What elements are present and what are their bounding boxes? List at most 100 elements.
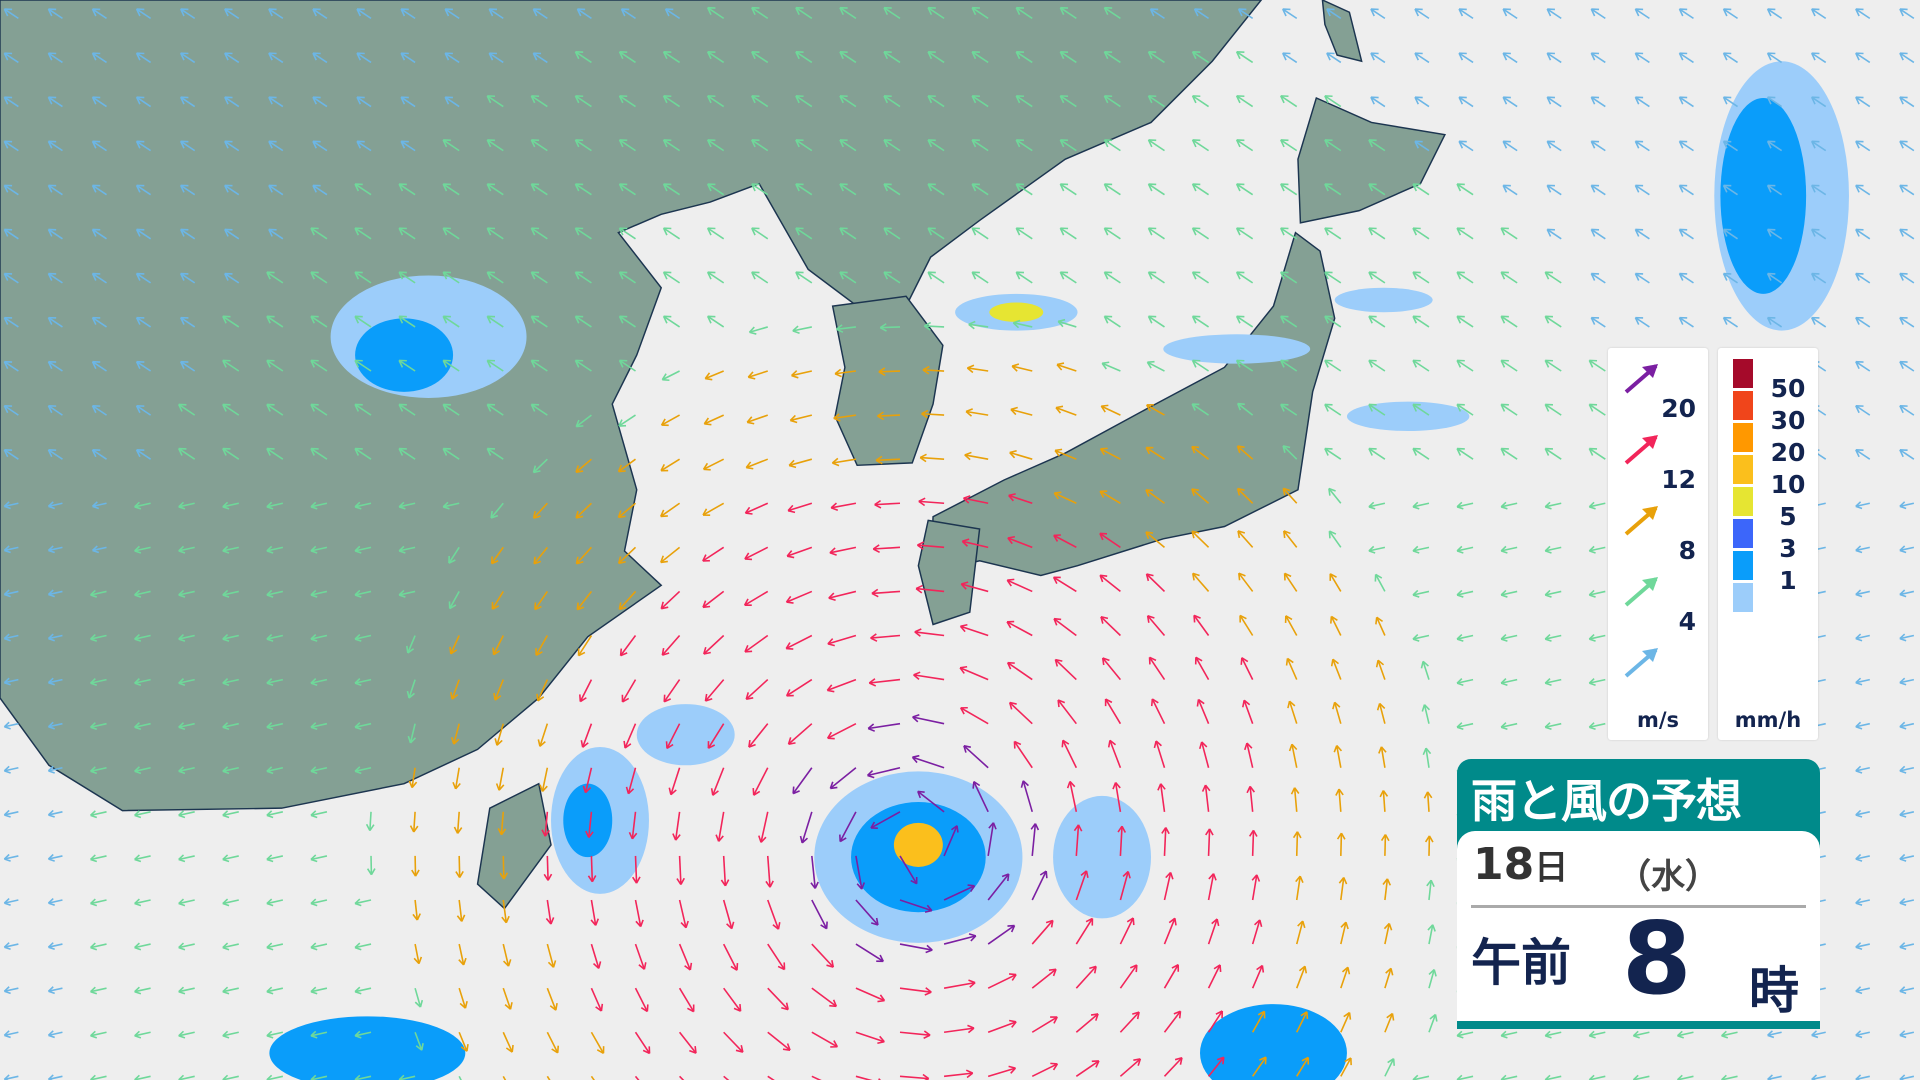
- wind-arrow-icon: [1624, 364, 1658, 394]
- wind-arrow-head: [927, 183, 936, 192]
- wind-arrow: [971, 271, 989, 284]
- wind-arrow-head: [1766, 316, 1776, 325]
- wind-arrow-head: [1057, 318, 1066, 328]
- wind-arrow-head: [787, 737, 796, 745]
- wind-arrow: [855, 855, 863, 890]
- wind-arrow-head: [3, 360, 13, 370]
- wind-arrow: [678, 1031, 697, 1054]
- wind-arrow-head: [400, 52, 409, 61]
- wind-arrow-head: [1328, 530, 1337, 539]
- wind-arrow: [670, 767, 681, 795]
- wind-arrow: [4, 766, 19, 772]
- forecast-date: 18日: [1473, 839, 1568, 890]
- wind-arrow-head: [1010, 406, 1018, 416]
- wind-arrow: [354, 634, 372, 640]
- wind-arrow-head: [1148, 656, 1157, 665]
- wind-arrow-head: [1456, 227, 1465, 236]
- wind-arrow: [48, 590, 63, 596]
- wind-arrow-head: [3, 501, 11, 510]
- wind-arrow-head: [574, 227, 584, 236]
- wind-arrow: [3, 316, 19, 328]
- rain-area: [1334, 287, 1433, 313]
- wind-arrow: [178, 943, 195, 949]
- wind-arrow: [1148, 656, 1166, 681]
- wind-arrow-head: [459, 1001, 468, 1009]
- wind-arrow: [767, 987, 789, 1011]
- wind-arrow-head: [1292, 831, 1302, 839]
- wind-arrow-head: [310, 810, 318, 819]
- wind-arrow-head: [913, 671, 921, 681]
- wind-arrow: [618, 546, 637, 564]
- wind-arrow: [266, 1031, 284, 1037]
- wind-arrow: [1283, 530, 1298, 548]
- wind-arrow: [546, 1031, 559, 1054]
- wind-arrow: [1075, 918, 1094, 945]
- wind-arrow: [912, 756, 945, 769]
- wind-arrow-head: [1899, 765, 1907, 774]
- wind-arrow: [400, 52, 416, 64]
- wind-arrow-head: [1099, 532, 1108, 541]
- wind-arrow-head: [1147, 271, 1157, 280]
- wind-arrow-head: [1244, 742, 1253, 751]
- wind-arrow-head: [924, 904, 933, 913]
- wind-arrow: [1634, 228, 1650, 240]
- wind-arrow-head: [486, 183, 496, 192]
- wind-arrow-head: [398, 1074, 405, 1080]
- wind-arrow-head: [1054, 658, 1063, 667]
- wind-arrow: [1811, 184, 1827, 196]
- wind-arrow-head: [1324, 227, 1333, 236]
- wind-arrow: [1241, 657, 1254, 680]
- wind-arrow: [1723, 8, 1738, 20]
- wind-arrow-head: [47, 545, 55, 554]
- wind-arrow-head: [1500, 227, 1509, 236]
- wind-arrow-head: [310, 854, 318, 863]
- wind-arrow: [356, 96, 372, 108]
- wind-arrow: [1324, 447, 1342, 460]
- wind-arrow: [533, 546, 548, 565]
- wind-arrow-head: [1386, 1012, 1395, 1021]
- wind-arrow: [883, 271, 901, 284]
- wind-arrow: [1899, 590, 1915, 596]
- wind-arrow: [663, 271, 681, 284]
- wind-arrow-head: [1100, 404, 1109, 413]
- wind-arrow-head: [839, 183, 848, 192]
- wind-arrow-head: [1282, 487, 1291, 496]
- wind-arrow: [222, 811, 239, 817]
- wind-arrow: [1414, 96, 1430, 108]
- wind-arrow: [134, 811, 151, 817]
- wind-arrow-head: [575, 465, 584, 473]
- wind-arrow: [1022, 780, 1034, 813]
- wind-arrow: [1590, 228, 1606, 240]
- wind-arrow: [1236, 271, 1254, 284]
- wind-arrow: [575, 95, 592, 108]
- wind-arrow-head: [178, 633, 186, 642]
- wind-arrow: [927, 227, 945, 240]
- wind-arrow-head: [1146, 360, 1155, 369]
- wind-arrow-head: [310, 678, 318, 686]
- wind-arrow-head: [134, 501, 142, 510]
- wind-arrow: [660, 590, 681, 610]
- wind-arrow: [575, 414, 592, 428]
- wind-arrow-head: [1216, 1056, 1225, 1065]
- wind-arrow: [92, 546, 107, 552]
- wind-arrow-head: [988, 822, 997, 830]
- wind-arrow: [663, 679, 681, 703]
- wind-arrow: [712, 767, 725, 796]
- wind-arrow: [971, 227, 989, 240]
- wind-arrow: [1589, 1075, 1606, 1080]
- wind-arrow: [707, 723, 725, 749]
- wind-arrow-head: [1502, 8, 1511, 17]
- wind-arrow: [1634, 184, 1650, 196]
- wind-arrow: [883, 51, 901, 64]
- wind-arrow: [1502, 140, 1518, 152]
- wind-arrow-head: [178, 854, 186, 863]
- wind-arrow: [178, 546, 195, 552]
- wind-arrow-head: [179, 96, 189, 105]
- wind-arrow: [1069, 781, 1078, 812]
- wind-arrow-head: [179, 272, 189, 281]
- wind-arrow: [1324, 271, 1342, 284]
- wind-arrow-head: [661, 373, 670, 382]
- wind-arrow: [943, 1072, 973, 1078]
- wind-arrow-head: [777, 962, 786, 971]
- wind-arrow: [1500, 546, 1518, 552]
